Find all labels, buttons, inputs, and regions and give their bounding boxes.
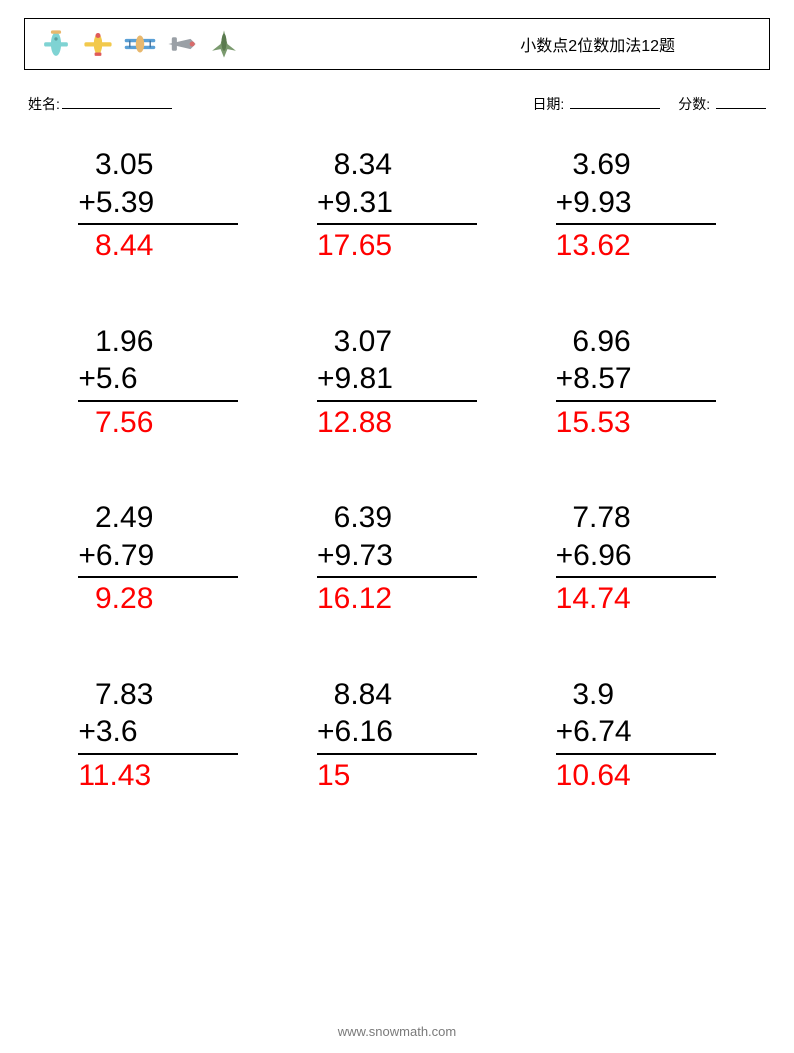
operand-top: 7.78 xyxy=(556,499,631,537)
plane-gray-icon xyxy=(165,27,199,61)
date-field: 日期: xyxy=(532,94,660,114)
operand-top: 8.84 xyxy=(317,676,392,714)
operand-bottom: +9.73 xyxy=(317,537,393,575)
score-blank[interactable] xyxy=(716,108,766,109)
operand-bottom: +9.31 xyxy=(317,184,393,222)
problem: 7.78+6.96 14.74 xyxy=(556,499,716,618)
problem-rule xyxy=(556,223,716,225)
problem-rule xyxy=(78,753,238,755)
problem-grid: 3.05+5.39 8.44 8.34+9.31 17.65 3.69+9.93 1… xyxy=(24,146,770,794)
problem: 6.39+9.73 16.12 xyxy=(317,499,477,618)
plane-teal-icon xyxy=(39,27,73,61)
answer: 17.65 xyxy=(317,227,392,265)
operand-top: 3.05 xyxy=(78,146,153,184)
answer: 7.56 xyxy=(78,404,153,442)
problem-rule xyxy=(317,223,477,225)
problem: 3.69+9.93 13.62 xyxy=(556,146,716,265)
problem-rule xyxy=(317,753,477,755)
operand-bottom: +9.81 xyxy=(317,360,393,398)
meta-row: 姓名: 日期: 分数: xyxy=(24,94,770,114)
problem-rule xyxy=(317,576,477,578)
date-blank[interactable] xyxy=(570,108,660,109)
name-label: 姓名: xyxy=(28,94,60,114)
problem-rule xyxy=(556,400,716,402)
problem-rule xyxy=(78,400,238,402)
answer: 9.28 xyxy=(78,580,153,618)
answer: 14.74 xyxy=(556,580,631,618)
problem-rule xyxy=(556,576,716,578)
operand-top: 2.49 xyxy=(78,499,153,537)
score-field: 分数: xyxy=(678,94,766,114)
answer: 13.62 xyxy=(556,227,631,265)
operand-bottom: +3.6 xyxy=(78,713,137,751)
answer: 12.88 xyxy=(317,404,392,442)
operand-top: 6.39 xyxy=(317,499,392,537)
answer: 15 xyxy=(317,757,350,795)
problem-rule xyxy=(78,223,238,225)
plane-jet-icon xyxy=(207,27,241,61)
problem: 3.07+9.81 12.88 xyxy=(317,323,477,442)
operand-bottom: +6.96 xyxy=(556,537,632,575)
score-label: 分数: xyxy=(678,96,710,112)
operand-bottom: +9.93 xyxy=(556,184,632,222)
problem: 7.83+3.6 11.43 xyxy=(78,676,238,795)
name-field: 姓名: xyxy=(28,94,172,114)
operand-top: 6.96 xyxy=(556,323,631,361)
problem: 3.9+6.74 10.64 xyxy=(556,676,716,795)
plane-biplane-icon xyxy=(123,27,157,61)
answer: 8.44 xyxy=(78,227,153,265)
answer: 16.12 xyxy=(317,580,392,618)
problem-rule xyxy=(317,400,477,402)
operand-bottom: +6.16 xyxy=(317,713,393,751)
problem: 6.96+8.57 15.53 xyxy=(556,323,716,442)
plane-yellow-icon xyxy=(81,27,115,61)
operand-top: 3.69 xyxy=(556,146,631,184)
operand-bottom: +5.39 xyxy=(78,184,154,222)
problem: 2.49+6.79 9.28 xyxy=(78,499,238,618)
operand-bottom: +5.6 xyxy=(78,360,137,398)
answer: 10.64 xyxy=(556,757,631,795)
worksheet-title: 小数点2位数加法12题 xyxy=(520,32,755,56)
problem: 8.84+6.16 15 xyxy=(317,676,477,795)
header-box: 小数点2位数加法12题 xyxy=(24,18,770,70)
worksheet-page: 小数点2位数加法12题 姓名: 日期: 分数: 3.05+5.39 8.44 8… xyxy=(0,0,794,1053)
operand-top: 1.96 xyxy=(78,323,153,361)
answer: 11.43 xyxy=(78,757,151,795)
operand-top: 8.34 xyxy=(317,146,392,184)
plane-icon-row xyxy=(39,27,241,61)
footer-url: www.snowmath.com xyxy=(0,1024,794,1039)
problem-rule xyxy=(556,753,716,755)
operand-top: 3.9 xyxy=(556,676,614,714)
operand-top: 3.07 xyxy=(317,323,392,361)
operand-bottom: +6.74 xyxy=(556,713,632,751)
problem: 1.96+5.6 7.56 xyxy=(78,323,238,442)
problem-rule xyxy=(78,576,238,578)
operand-bottom: +8.57 xyxy=(556,360,632,398)
date-label: 日期: xyxy=(532,96,564,112)
problem: 8.34+9.31 17.65 xyxy=(317,146,477,265)
problem: 3.05+5.39 8.44 xyxy=(78,146,238,265)
answer: 15.53 xyxy=(556,404,631,442)
operand-top: 7.83 xyxy=(78,676,153,714)
name-blank[interactable] xyxy=(62,108,172,109)
operand-bottom: +6.79 xyxy=(78,537,154,575)
